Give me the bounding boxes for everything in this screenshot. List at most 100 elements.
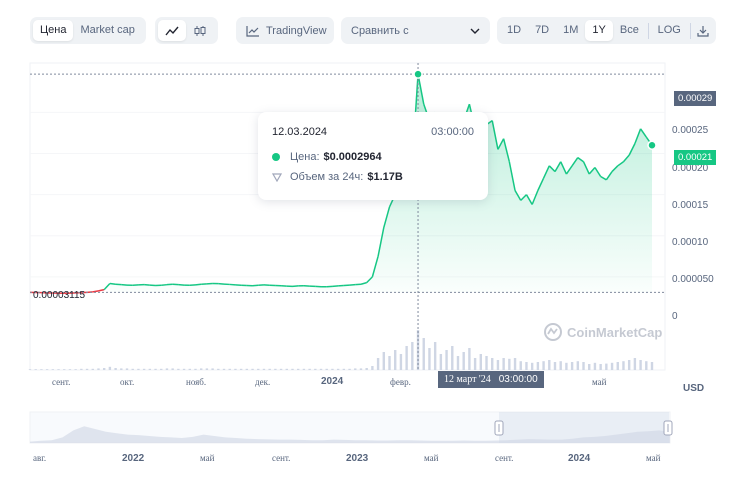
volume-bar xyxy=(605,363,608,370)
volume-bar xyxy=(302,368,306,370)
volume-bar xyxy=(485,356,488,370)
nav-tick: сент. xyxy=(272,453,291,463)
volume-bar xyxy=(588,364,591,370)
volume-bar xyxy=(57,369,60,370)
price-line-segment xyxy=(525,194,533,205)
compare-select[interactable]: Сравнить с xyxy=(341,17,490,44)
volume-bar xyxy=(359,368,363,370)
tradingview-button[interactable]: TradingView xyxy=(236,17,334,44)
nav-tick: 2023 xyxy=(346,453,369,464)
range-all[interactable]: Все xyxy=(619,24,639,36)
volume-bar xyxy=(137,368,140,370)
range-7d[interactable]: 7D xyxy=(535,24,550,36)
line-chart-icon[interactable] xyxy=(158,20,186,41)
volume-bar xyxy=(399,354,403,370)
x-tick: окт. xyxy=(120,377,135,387)
watermark-text: CoinMarketCap xyxy=(567,324,663,340)
volume-bar xyxy=(650,362,654,370)
crosshair-date-tag: 12 март '24 03:00:00 xyxy=(438,371,544,388)
range-1d[interactable]: 1D xyxy=(507,24,522,36)
price-line-segment xyxy=(588,166,596,175)
volume-bar xyxy=(325,368,328,370)
range-1m[interactable]: 1M xyxy=(563,24,579,36)
nav-tick: май xyxy=(200,453,215,463)
volume-bar xyxy=(376,358,380,370)
volume-bar xyxy=(148,368,152,370)
tooltip-price-value: $0.0002964 xyxy=(323,151,382,163)
x-tick: дек. xyxy=(255,377,271,387)
volume-bar xyxy=(160,368,163,370)
watermark: CoinMarketCap xyxy=(543,322,662,342)
x-tick: нояб. xyxy=(186,377,207,387)
volume-bar xyxy=(131,368,134,370)
navigator-area xyxy=(30,426,670,443)
volume-bar xyxy=(108,366,112,370)
price-line-segment xyxy=(161,283,168,287)
price-line-segment xyxy=(109,282,116,286)
y-tick: 0.000050 xyxy=(672,274,714,285)
volume-bar xyxy=(45,369,49,370)
volume-bar xyxy=(542,361,545,370)
volume-bar xyxy=(80,368,83,370)
volume-bar xyxy=(40,369,43,370)
volume-bar xyxy=(262,368,266,370)
volume-bar xyxy=(114,368,117,370)
divider xyxy=(689,22,691,39)
crosshair-date: 12 март '24 xyxy=(444,374,491,385)
chart-trend-icon xyxy=(246,25,259,37)
volume-bar xyxy=(473,358,477,370)
volume-bar xyxy=(177,368,180,370)
price-dot-icon xyxy=(272,153,280,161)
price-line-segment xyxy=(103,282,111,291)
download-icon[interactable] xyxy=(693,20,713,41)
tooltip-price-label: Цена: xyxy=(290,151,320,163)
volume-bar xyxy=(433,342,437,370)
price-line-segment xyxy=(639,128,647,138)
volume-bar xyxy=(622,361,625,370)
volume-bar xyxy=(285,368,288,370)
volume-bar xyxy=(165,368,169,370)
volume-bar xyxy=(68,369,72,370)
nav-tick: май xyxy=(424,453,439,463)
volume-bar xyxy=(331,368,334,370)
volume-bar xyxy=(211,368,214,370)
price-line-segment xyxy=(195,283,202,286)
price-line-segment xyxy=(628,143,636,156)
y-tick: 0.00020 xyxy=(672,163,709,174)
volume-bar xyxy=(194,368,197,370)
volume-bar xyxy=(536,362,540,370)
volume-bar xyxy=(222,368,226,370)
candlestick-icon[interactable] xyxy=(186,20,214,41)
hover-tooltip: 12.03.2024 03:00:00 Цена: $0.0002964 Объ… xyxy=(258,112,488,200)
tab-market-cap[interactable]: Market cap xyxy=(80,24,135,36)
volume-bar xyxy=(445,350,448,370)
price-line-segment xyxy=(360,281,367,285)
volume-bar xyxy=(593,362,597,370)
volume-bar xyxy=(74,369,77,370)
price-line-segment xyxy=(605,171,613,181)
tradingview-label: TradingView xyxy=(266,24,327,37)
volume-bar xyxy=(553,362,557,370)
volume-bar xyxy=(422,338,425,370)
volume-bar xyxy=(142,368,146,370)
price-line-segment xyxy=(92,290,99,293)
price-line-segment xyxy=(514,190,522,201)
y-tick: 0.00015 xyxy=(672,200,709,211)
price-line-segment xyxy=(542,165,550,179)
tab-price[interactable]: Цена xyxy=(33,20,74,41)
volume-bar xyxy=(570,362,574,370)
range-1y[interactable]: 1Y xyxy=(585,20,613,41)
price-line-segment xyxy=(537,177,545,191)
log-scale-toggle[interactable]: LOG xyxy=(657,24,681,36)
volume-bar xyxy=(297,368,300,370)
price-line-segment xyxy=(634,128,642,144)
volume-bar xyxy=(627,360,631,370)
volume-bar xyxy=(610,362,614,370)
price-line-segment xyxy=(554,161,562,172)
navigator-selection[interactable] xyxy=(499,412,669,443)
price-line-segment xyxy=(98,288,105,292)
price-line-segment xyxy=(617,161,624,167)
volume-bar xyxy=(217,368,220,370)
